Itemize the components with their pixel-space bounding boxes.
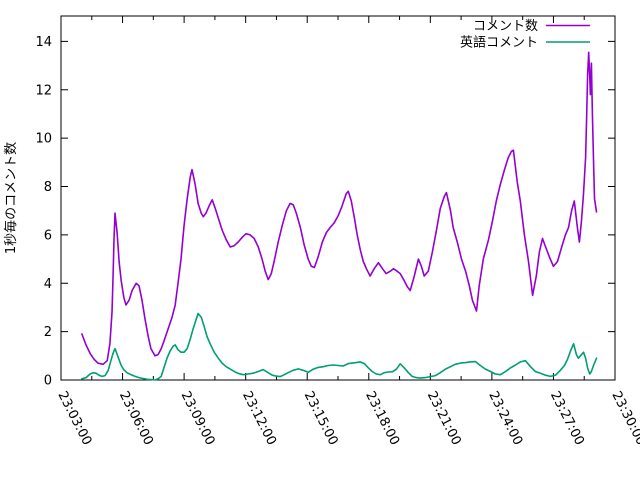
y-tick-label: 8 [44,180,52,195]
y-tick-label: 12 [35,83,52,98]
english-comment-line [81,312,598,381]
comment-count-line [81,51,598,366]
x-tick-label: 23:06:00 [116,389,156,448]
y-tick-label: 6 [44,228,52,243]
x-tick-label: 23:21:00 [424,389,464,448]
y-tick-label: 10 [35,132,52,147]
series-lines [81,51,598,381]
legend-label-english-comment: 英語コメント [460,35,538,51]
x-tick-label: 23:18:00 [362,389,402,448]
y-tick-label: 4 [44,277,52,292]
x-tick-label: 23:30:00 [608,389,640,448]
x-tick-label: 23:09:00 [178,389,218,448]
x-tick-label: 23:27:00 [547,389,587,448]
y-tick-label: 2 [44,325,52,340]
y-tick-label: 14 [35,35,52,50]
axis-ticks: 23:03:00 23:06:00 23:09:00 23:12:00 23:15:00… [35,16,640,448]
legend: コメント数 英語コメント [460,19,590,51]
y-tick-label: 0 [44,374,52,389]
legend-label-comment-count: コメント数 [473,19,538,34]
x-tick-label: 23:24:00 [485,389,525,448]
x-tick-label: 23:03:00 [54,389,94,448]
y-axis-title: 1秒毎のコメント数 [3,142,19,254]
x-tick-label: 23:12:00 [239,389,279,448]
x-tick-label: 23:15:00 [301,389,341,448]
plot-border [60,15,616,381]
